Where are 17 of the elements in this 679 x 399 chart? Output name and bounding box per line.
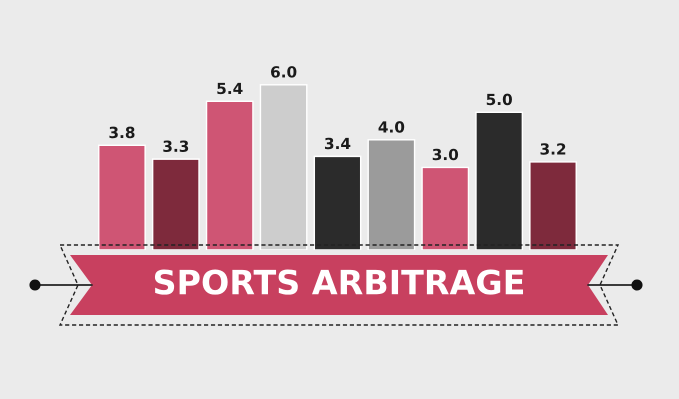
data-label: 3.4	[324, 138, 350, 150]
bar	[529, 161, 577, 250]
bar	[260, 84, 308, 250]
bar	[206, 100, 254, 250]
bar	[152, 158, 200, 250]
data-label: 6.0	[271, 66, 296, 78]
data-label: 3.8	[109, 126, 135, 138]
text: SPORTS ARBITRAGE	[154, 269, 524, 295]
bar	[368, 139, 416, 250]
data-label: 4.0	[378, 121, 404, 133]
data-label: 3.3	[163, 140, 188, 152]
data-label: 3.0	[432, 148, 458, 160]
bar	[421, 166, 470, 250]
data-label: 3.2	[540, 143, 566, 155]
data-label: 5.4	[217, 82, 243, 94]
bar	[98, 144, 146, 250]
data-label: 5.0	[486, 94, 512, 106]
